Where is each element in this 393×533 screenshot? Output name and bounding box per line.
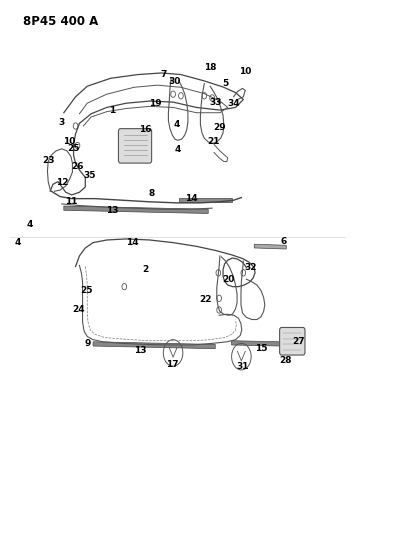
Text: 4: 4 (174, 120, 180, 129)
Text: 35: 35 (83, 171, 95, 180)
Text: 27: 27 (292, 337, 305, 346)
Text: 31: 31 (236, 362, 249, 370)
Text: 1: 1 (110, 106, 116, 115)
Text: 18: 18 (204, 63, 217, 72)
Text: 33: 33 (209, 98, 222, 107)
Text: 8P45 400 A: 8P45 400 A (23, 15, 98, 28)
Text: 3: 3 (59, 118, 65, 127)
Polygon shape (64, 206, 208, 214)
Polygon shape (179, 198, 231, 202)
FancyBboxPatch shape (118, 128, 152, 163)
Text: 24: 24 (72, 305, 85, 314)
Text: 6: 6 (280, 237, 286, 246)
Text: 26: 26 (71, 163, 84, 171)
Polygon shape (254, 244, 286, 249)
Text: 23: 23 (42, 156, 55, 165)
Text: 11: 11 (64, 197, 77, 206)
Text: 16: 16 (139, 125, 151, 134)
Text: 21: 21 (207, 138, 220, 147)
Text: 10: 10 (64, 138, 76, 147)
Polygon shape (93, 342, 215, 349)
Text: 12: 12 (56, 178, 68, 187)
Text: 4: 4 (174, 146, 181, 155)
FancyBboxPatch shape (279, 327, 305, 355)
Text: 34: 34 (227, 99, 240, 108)
Text: 28: 28 (279, 357, 292, 366)
Text: 4: 4 (26, 220, 33, 229)
Text: 20: 20 (222, 275, 235, 284)
Text: 25: 25 (80, 286, 93, 295)
Text: 7: 7 (160, 70, 167, 79)
Text: 30: 30 (169, 77, 181, 86)
Text: 4: 4 (15, 238, 21, 247)
Text: 25: 25 (67, 144, 80, 154)
Text: 17: 17 (166, 360, 179, 369)
Text: 32: 32 (244, 263, 257, 272)
Text: 13: 13 (134, 346, 146, 355)
Text: 13: 13 (107, 206, 119, 215)
Text: 15: 15 (255, 344, 267, 353)
Polygon shape (231, 341, 280, 346)
Text: 22: 22 (199, 295, 211, 304)
Text: 29: 29 (213, 123, 226, 132)
Text: 9: 9 (85, 339, 91, 348)
Text: 19: 19 (149, 99, 162, 108)
Text: 10: 10 (239, 67, 252, 76)
Text: 5: 5 (223, 79, 229, 88)
Text: 8: 8 (149, 189, 155, 198)
Text: 14: 14 (126, 238, 138, 247)
Text: 14: 14 (185, 194, 198, 203)
Text: 2: 2 (142, 265, 148, 273)
